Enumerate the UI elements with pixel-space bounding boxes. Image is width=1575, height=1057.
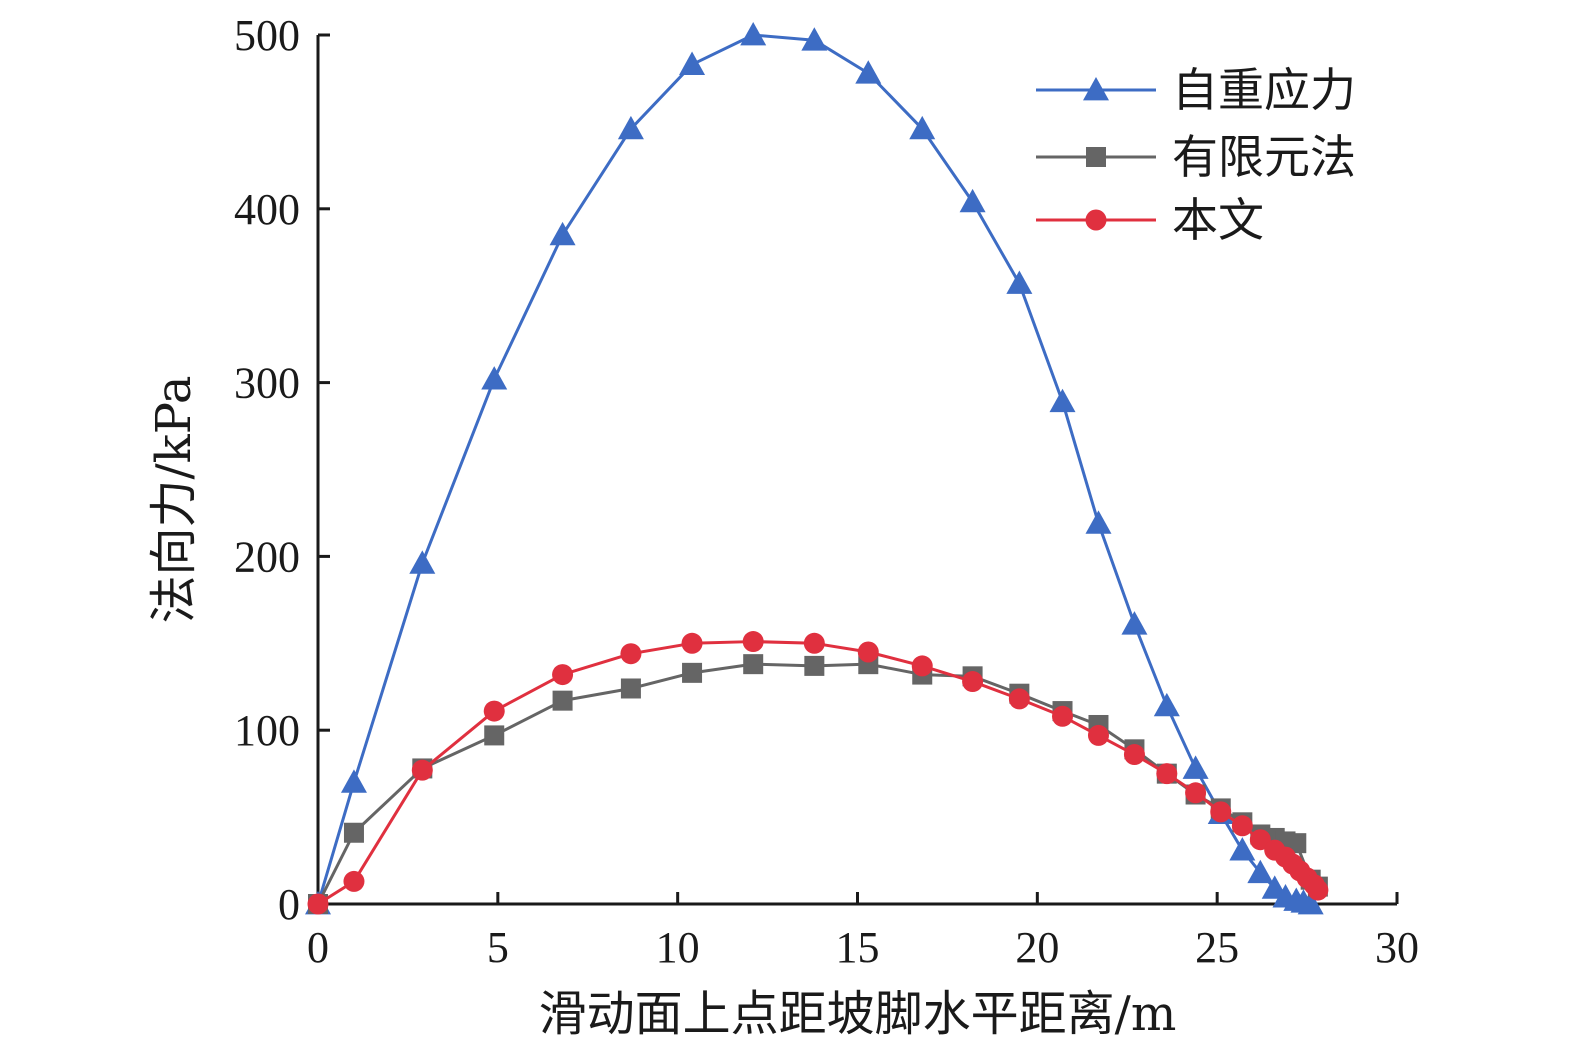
y-tick-label: 200 bbox=[234, 532, 300, 581]
series-1-point bbox=[682, 662, 703, 683]
series-0-point bbox=[1297, 891, 1324, 915]
series-2-point bbox=[857, 641, 879, 663]
y-tick-label: 400 bbox=[234, 185, 300, 234]
series-2-point bbox=[307, 893, 329, 915]
series-0-point bbox=[909, 115, 936, 140]
series-2-point bbox=[483, 700, 505, 722]
series-0-point bbox=[1121, 611, 1148, 635]
series-1-point bbox=[804, 655, 825, 676]
series-0-point bbox=[340, 769, 367, 793]
series-2-point bbox=[1210, 801, 1232, 823]
y-axis-title: 法向力/kPa bbox=[146, 375, 202, 623]
series-2-point bbox=[681, 632, 703, 654]
series-0-point bbox=[740, 22, 767, 46]
legend-label: 本文 bbox=[1172, 193, 1264, 247]
series-2-point bbox=[1185, 782, 1207, 804]
series-2-point bbox=[343, 870, 365, 892]
series-2-point bbox=[620, 643, 642, 665]
series-2-point bbox=[803, 632, 825, 654]
legend-item: 自重应力 bbox=[1036, 63, 1356, 117]
y-tick-label: 0 bbox=[278, 880, 300, 929]
series-0-point bbox=[1153, 692, 1180, 717]
legend-marker bbox=[1085, 209, 1107, 231]
series-0-point bbox=[1049, 388, 1076, 413]
x-axis-title: 滑动面上点距坡脚水平距离/m bbox=[539, 986, 1177, 1042]
x-tick-label: 0 bbox=[307, 923, 329, 972]
series-1-point bbox=[484, 725, 505, 746]
x-tick-label: 20 bbox=[1015, 923, 1059, 972]
series-2-point bbox=[1249, 829, 1271, 851]
series-0-point bbox=[617, 115, 644, 140]
series-0-point bbox=[801, 27, 828, 51]
series-1-point bbox=[343, 822, 364, 843]
series-2-point bbox=[911, 655, 933, 677]
legend-item: 本文 bbox=[1036, 193, 1264, 247]
x-tick-label: 5 bbox=[487, 923, 509, 972]
y-tick-label: 300 bbox=[234, 359, 300, 408]
series-1-point bbox=[620, 678, 641, 699]
series-2-point bbox=[742, 631, 764, 653]
series-0-point bbox=[679, 51, 706, 75]
legend-label: 自重应力 bbox=[1172, 63, 1356, 117]
series-0-point bbox=[959, 188, 986, 213]
y-tick-label: 100 bbox=[234, 706, 300, 755]
series-2-point bbox=[411, 759, 433, 781]
series-0-point bbox=[855, 60, 882, 84]
y-tick-label: 500 bbox=[234, 11, 300, 60]
legend-marker bbox=[1083, 77, 1109, 101]
series-0-point bbox=[1182, 755, 1209, 779]
series-2-point bbox=[552, 664, 574, 686]
x-tick-label: 10 bbox=[656, 923, 700, 972]
series-2-group bbox=[307, 631, 1329, 915]
series-2-point bbox=[962, 671, 984, 693]
x-tick-label: 30 bbox=[1375, 923, 1419, 972]
series-0-group bbox=[305, 22, 1324, 915]
series-1-point bbox=[1286, 833, 1307, 854]
series-0-point bbox=[409, 550, 436, 574]
series-2-point bbox=[1087, 724, 1109, 746]
axis-ticks: 0 100 200 300 400 500 0 5 10 15 20 25 30 bbox=[234, 11, 1419, 972]
series-2-point bbox=[1231, 815, 1253, 837]
series-0-point bbox=[549, 221, 576, 246]
legend-marker bbox=[1086, 147, 1106, 167]
series-2-point bbox=[1052, 705, 1074, 727]
series-0-point bbox=[481, 366, 508, 390]
series-group bbox=[305, 22, 1329, 915]
series-2-point bbox=[1307, 879, 1329, 901]
series-0-point bbox=[1085, 510, 1112, 534]
series-1-point bbox=[552, 690, 573, 711]
series-2-point bbox=[1123, 744, 1145, 766]
legend-item: 有限元法 bbox=[1036, 130, 1356, 184]
series-0-point bbox=[1229, 837, 1256, 861]
series-0-point bbox=[1247, 859, 1274, 884]
axes: 0 100 200 300 400 500 0 5 10 15 20 25 30 bbox=[234, 11, 1419, 972]
series-2-point bbox=[1156, 763, 1178, 785]
series-1-point bbox=[743, 654, 764, 675]
x-tick-label: 25 bbox=[1195, 923, 1239, 972]
series-1-group bbox=[308, 654, 1328, 914]
x-tick-label: 15 bbox=[836, 923, 880, 972]
legend-label: 有限元法 bbox=[1172, 130, 1356, 184]
series-2-point bbox=[1008, 688, 1030, 710]
series-0-point bbox=[1006, 270, 1033, 294]
